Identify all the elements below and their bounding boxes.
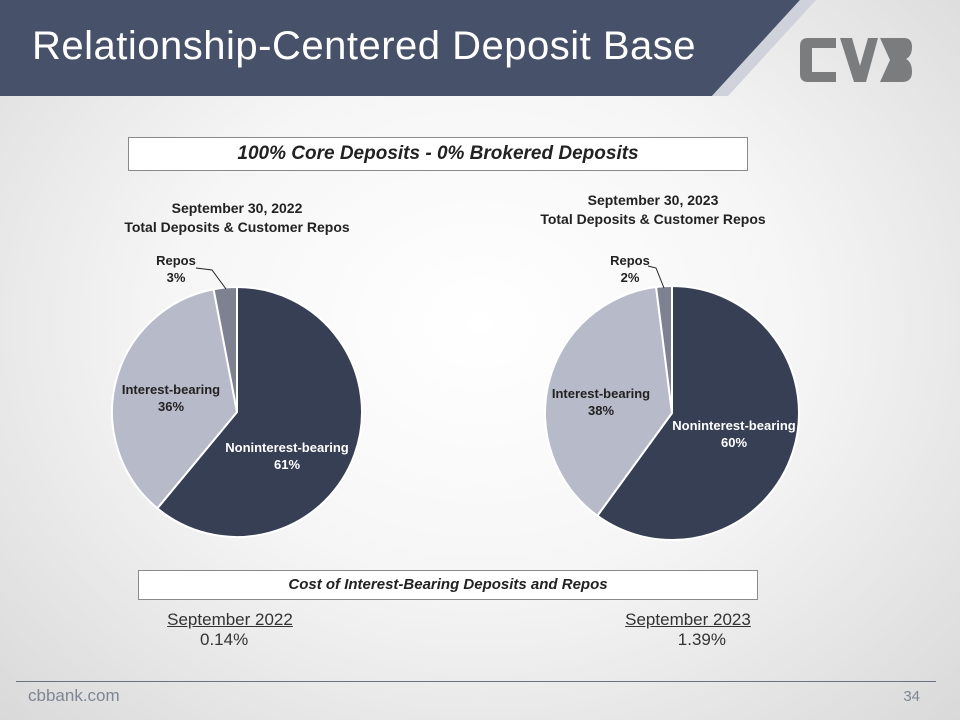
pie-1-slice-interest-bearing <box>544 285 674 518</box>
chart-title-2023-line1: September 30, 2023 <box>587 192 719 208</box>
cost-2023: September 2023 1.39% <box>608 610 768 650</box>
chart-title-2023-line2: Total Deposits & Customer Repos <box>540 211 766 227</box>
footer-divider <box>16 681 936 682</box>
logo-v <box>840 38 878 82</box>
cost-banner: Cost of Interest-Bearing Deposits and Re… <box>138 570 758 600</box>
cvb-logo <box>800 38 912 82</box>
cost-2023-period: September 2023 <box>625 610 751 629</box>
chart-title-2022: September 30, 2022 Total Deposits & Cust… <box>87 199 387 237</box>
footer-url: cbbank.com <box>28 686 120 705</box>
logo-b <box>880 38 912 82</box>
pie-1-slice-repos <box>654 284 673 414</box>
header-shape <box>0 0 800 96</box>
pie-0-label-noninterest-bearing: Noninterest-bearing 61% <box>225 440 349 472</box>
pie-1-repos-leader-line <box>647 265 665 289</box>
pie-1-label-noninterest-bearing: Noninterest-bearing 60% <box>672 418 796 450</box>
pie-0-label-interest-bearing: Interest-bearing 36% <box>122 382 220 414</box>
cost-2022-period: September 2022 <box>167 610 293 629</box>
cost-2022-rate: 0.14% <box>200 630 249 649</box>
header-accent <box>712 0 816 96</box>
chart-title-2023: September 30, 2023 Total Deposits & Cust… <box>503 191 803 229</box>
page-number: 34 <box>903 688 920 705</box>
pie-0-label-repos: Repos 3% <box>156 253 196 285</box>
pie-0-repos-leader-line <box>195 267 227 290</box>
cost-2023-rate: 1.39% <box>677 630 726 649</box>
chart-title-2022-line2: Total Deposits & Customer Repos <box>124 219 350 235</box>
slide-title: Relationship-Centered Deposit Base <box>32 24 697 68</box>
logo-c <box>800 38 836 82</box>
pie-1-slice-noninterest-bearing <box>595 284 800 541</box>
core-deposits-banner: 100% Core Deposits - 0% Brokered Deposit… <box>128 137 748 171</box>
pie-0-slice-interest-bearing <box>111 288 239 510</box>
header-band <box>0 0 816 96</box>
pie-1-label-repos: Repos 2% <box>610 253 650 285</box>
cost-2022: September 2022 0.14% <box>150 610 310 650</box>
pie-0-slice-noninterest-bearing <box>155 285 363 538</box>
chart-title-2022-line1: September 30, 2022 <box>171 200 303 216</box>
pie-1-label-interest-bearing: Interest-bearing 38% <box>552 386 650 418</box>
